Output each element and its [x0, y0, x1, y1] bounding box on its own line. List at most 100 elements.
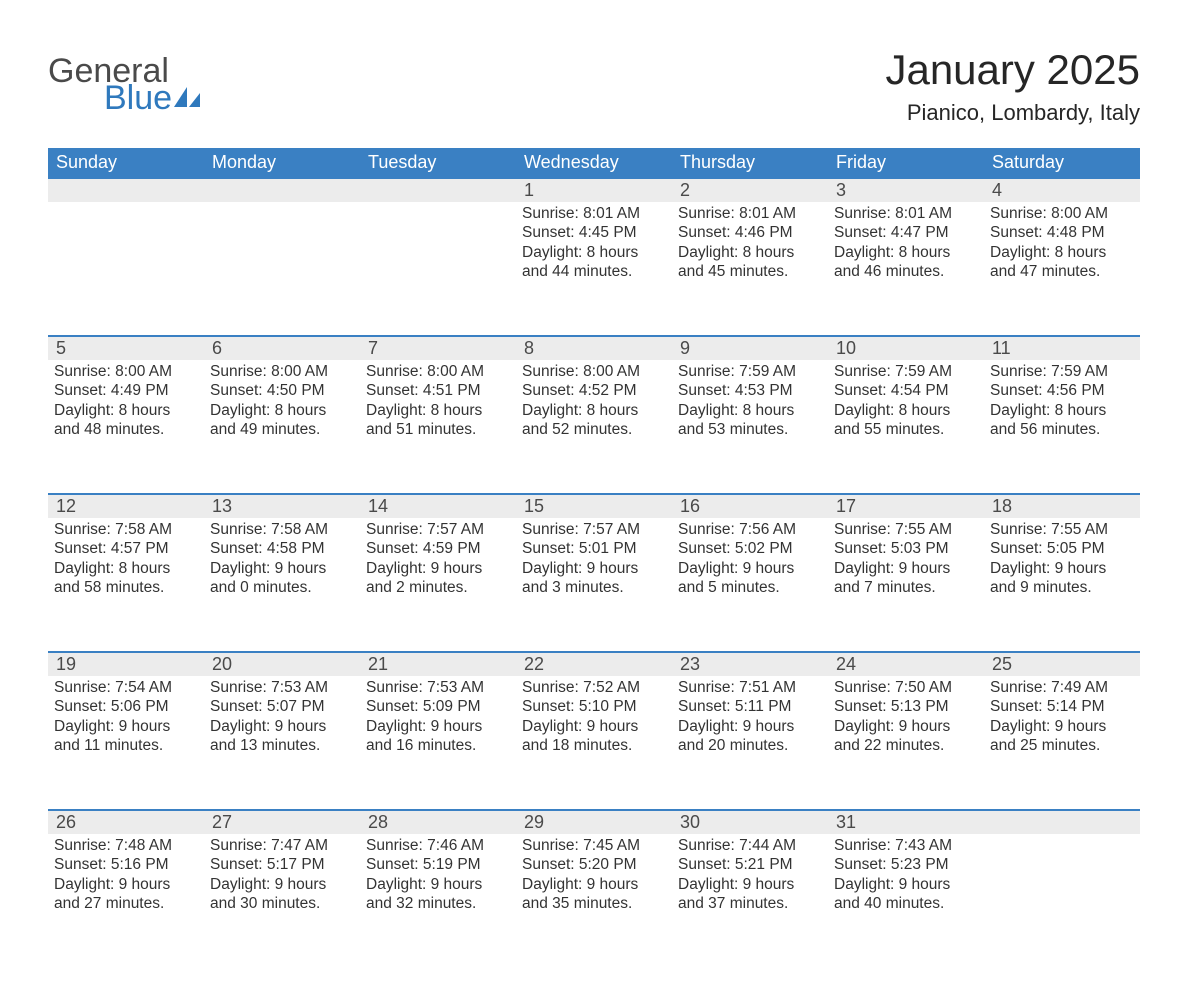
- daylight-line-1: Daylight: 8 hours: [54, 401, 198, 420]
- sunrise-line: Sunrise: 7:55 AM: [834, 520, 978, 539]
- day-number: 14: [360, 495, 516, 518]
- daylight-line-2: and 11 minutes.: [54, 736, 198, 755]
- sunrise-line: Sunrise: 7:53 AM: [210, 678, 354, 697]
- day-content: Sunrise: 7:47 AMSunset: 5:17 PMDaylight:…: [204, 834, 360, 924]
- daylight-line-2: and 45 minutes.: [678, 262, 822, 281]
- daynum-cell: 23: [672, 652, 828, 676]
- daylight-line-2: and 55 minutes.: [834, 420, 978, 439]
- daylight-line-1: Daylight: 9 hours: [834, 875, 978, 894]
- daynum-cell: 3: [828, 178, 984, 202]
- sunset-line: Sunset: 5:05 PM: [990, 539, 1134, 558]
- day-number: 13: [204, 495, 360, 518]
- sunrise-line: Sunrise: 7:44 AM: [678, 836, 822, 855]
- week-body-row: Sunrise: 7:58 AMSunset: 4:57 PMDaylight:…: [48, 518, 1140, 652]
- daylight-line-2: and 18 minutes.: [522, 736, 666, 755]
- day-number: 31: [828, 811, 984, 834]
- sunrise-line: Sunrise: 7:57 AM: [366, 520, 510, 539]
- day-header: Monday: [204, 148, 360, 178]
- daynum-cell: 12: [48, 494, 204, 518]
- day-number: 26: [48, 811, 204, 834]
- day-content: Sunrise: 7:43 AMSunset: 5:23 PMDaylight:…: [828, 834, 984, 924]
- week-body-row: Sunrise: 7:48 AMSunset: 5:16 PMDaylight:…: [48, 834, 1140, 968]
- day-cell: Sunrise: 7:55 AMSunset: 5:03 PMDaylight:…: [828, 518, 984, 652]
- day-cell: Sunrise: 8:00 AMSunset: 4:51 PMDaylight:…: [360, 360, 516, 494]
- daylight-line-1: Daylight: 9 hours: [834, 559, 978, 578]
- sunrise-line: Sunrise: 8:01 AM: [678, 204, 822, 223]
- sunset-line: Sunset: 5:19 PM: [366, 855, 510, 874]
- sunrise-line: Sunrise: 7:54 AM: [54, 678, 198, 697]
- daylight-line-2: and 48 minutes.: [54, 420, 198, 439]
- day-content: Sunrise: 7:44 AMSunset: 5:21 PMDaylight:…: [672, 834, 828, 924]
- day-content: Sunrise: 7:53 AMSunset: 5:07 PMDaylight:…: [204, 676, 360, 766]
- sunset-line: Sunset: 4:58 PM: [210, 539, 354, 558]
- daynum-cell: 18: [984, 494, 1140, 518]
- day-content: Sunrise: 8:00 AMSunset: 4:51 PMDaylight:…: [360, 360, 516, 450]
- daynum-cell: 19: [48, 652, 204, 676]
- daynum-cell: 10: [828, 336, 984, 360]
- day-number: [360, 179, 516, 202]
- sunset-line: Sunset: 5:06 PM: [54, 697, 198, 716]
- daylight-line-1: Daylight: 9 hours: [210, 559, 354, 578]
- daylight-line-2: and 52 minutes.: [522, 420, 666, 439]
- day-content: Sunrise: 8:00 AMSunset: 4:49 PMDaylight:…: [48, 360, 204, 450]
- day-cell: Sunrise: 8:00 AMSunset: 4:50 PMDaylight:…: [204, 360, 360, 494]
- day-cell: Sunrise: 7:45 AMSunset: 5:20 PMDaylight:…: [516, 834, 672, 968]
- day-cell: Sunrise: 8:00 AMSunset: 4:48 PMDaylight:…: [984, 202, 1140, 336]
- day-number: 19: [48, 653, 204, 676]
- day-header: Thursday: [672, 148, 828, 178]
- sunset-line: Sunset: 5:21 PM: [678, 855, 822, 874]
- week-daynum-row: 1234: [48, 178, 1140, 202]
- daynum-cell: [48, 178, 204, 202]
- day-number: 27: [204, 811, 360, 834]
- sunset-line: Sunset: 4:45 PM: [522, 223, 666, 242]
- daylight-line-1: Daylight: 9 hours: [54, 875, 198, 894]
- daylight-line-1: Daylight: 9 hours: [522, 717, 666, 736]
- day-content: Sunrise: 7:58 AMSunset: 4:58 PMDaylight:…: [204, 518, 360, 608]
- sunset-line: Sunset: 4:47 PM: [834, 223, 978, 242]
- day-number: 4: [984, 179, 1140, 202]
- sunset-line: Sunset: 5:07 PM: [210, 697, 354, 716]
- daylight-line-1: Daylight: 8 hours: [522, 243, 666, 262]
- daylight-line-2: and 3 minutes.: [522, 578, 666, 597]
- day-header: Tuesday: [360, 148, 516, 178]
- daylight-line-1: Daylight: 9 hours: [366, 559, 510, 578]
- day-cell: Sunrise: 7:59 AMSunset: 4:53 PMDaylight:…: [672, 360, 828, 494]
- sunset-line: Sunset: 4:56 PM: [990, 381, 1134, 400]
- day-number: 25: [984, 653, 1140, 676]
- daynum-cell: 22: [516, 652, 672, 676]
- day-number: 7: [360, 337, 516, 360]
- sunset-line: Sunset: 5:03 PM: [834, 539, 978, 558]
- daynum-cell: 16: [672, 494, 828, 518]
- calendar-page: General Blue January 2025 Pianico, Lomba…: [0, 0, 1188, 1008]
- sunrise-line: Sunrise: 7:56 AM: [678, 520, 822, 539]
- sunrise-line: Sunrise: 8:01 AM: [522, 204, 666, 223]
- day-content: Sunrise: 7:55 AMSunset: 5:05 PMDaylight:…: [984, 518, 1140, 608]
- day-content: Sunrise: 8:00 AMSunset: 4:48 PMDaylight:…: [984, 202, 1140, 292]
- title-block: January 2025 Pianico, Lombardy, Italy: [885, 28, 1140, 130]
- day-number: 15: [516, 495, 672, 518]
- day-number: 24: [828, 653, 984, 676]
- sunrise-line: Sunrise: 8:01 AM: [834, 204, 978, 223]
- day-cell: [48, 202, 204, 336]
- daynum-cell: 30: [672, 810, 828, 834]
- daylight-line-1: Daylight: 8 hours: [990, 401, 1134, 420]
- day-cell: Sunrise: 8:00 AMSunset: 4:49 PMDaylight:…: [48, 360, 204, 494]
- sunrise-line: Sunrise: 7:58 AM: [54, 520, 198, 539]
- day-number: [204, 179, 360, 202]
- sunset-line: Sunset: 4:54 PM: [834, 381, 978, 400]
- daynum-cell: 8: [516, 336, 672, 360]
- daylight-line-1: Daylight: 8 hours: [678, 401, 822, 420]
- sunrise-line: Sunrise: 7:51 AM: [678, 678, 822, 697]
- day-content: Sunrise: 7:52 AMSunset: 5:10 PMDaylight:…: [516, 676, 672, 766]
- daylight-line-2: and 35 minutes.: [522, 894, 666, 913]
- daylight-line-2: and 9 minutes.: [990, 578, 1134, 597]
- daynum-cell: [984, 810, 1140, 834]
- daynum-cell: 5: [48, 336, 204, 360]
- daylight-line-2: and 58 minutes.: [54, 578, 198, 597]
- sunset-line: Sunset: 5:16 PM: [54, 855, 198, 874]
- sunrise-line: Sunrise: 7:55 AM: [990, 520, 1134, 539]
- day-cell: Sunrise: 7:59 AMSunset: 4:54 PMDaylight:…: [828, 360, 984, 494]
- daynum-cell: 31: [828, 810, 984, 834]
- daynum-cell: [204, 178, 360, 202]
- daylight-line-2: and 25 minutes.: [990, 736, 1134, 755]
